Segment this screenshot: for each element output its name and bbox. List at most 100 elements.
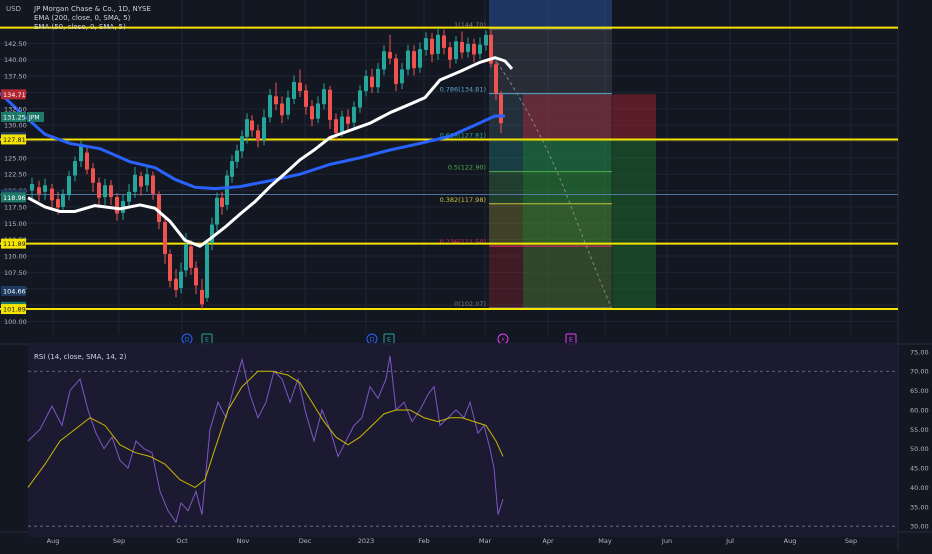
candle-body (499, 94, 503, 124)
price-badge-bg (1, 89, 26, 100)
candle-body (56, 199, 60, 208)
candle-body (460, 42, 464, 53)
time-tick-label: Feb (418, 537, 430, 545)
candle-body (388, 51, 392, 59)
candle-body (30, 184, 34, 191)
candle-body (358, 90, 362, 108)
candle-body (200, 290, 204, 305)
candle-body (352, 106, 356, 123)
candle-body (168, 254, 172, 281)
price-badge-bg (1, 304, 26, 315)
candle-body (73, 161, 77, 176)
ema200-line (0, 91, 505, 191)
candle-body (262, 117, 266, 140)
rsi-legend[interactable]: RSI (14, close, SMA, 14, 2) (34, 353, 127, 361)
ema-lines (0, 56, 514, 248)
time-tick-label: Mar (479, 537, 492, 545)
candle-body (189, 246, 193, 268)
candle-body (394, 58, 398, 84)
price-tick-label: 110.00 (4, 252, 27, 260)
price-badge-value: 111.89 (3, 240, 26, 248)
price-badge: 127.81 (1, 134, 26, 145)
price-badge-bg (1, 134, 26, 145)
horizontal-levels[interactable] (0, 26, 898, 311)
rsi-line (27, 355, 504, 524)
price-badge: 104.66 (1, 285, 26, 296)
price-tick-label: 107.50 (4, 269, 27, 277)
candle-body (304, 90, 308, 107)
price-badge-bg (1, 111, 26, 122)
rsi-sma-line (27, 370, 504, 489)
price-tick-label: 132.50 (4, 105, 27, 113)
price-tick-label: 117.50 (4, 203, 27, 211)
candle-body (454, 41, 458, 60)
time-tick-label: Sep (845, 537, 857, 545)
candle-body (484, 34, 488, 46)
candle-body (436, 34, 440, 54)
rsi-tick-label: 70.00 (910, 368, 929, 376)
price-badge-value: 127.81 (3, 136, 26, 144)
candle-body (245, 119, 249, 137)
candle-body (346, 116, 350, 124)
rsi-band-fill (28, 343, 898, 537)
chart-legend: USD JP Morgan Chase & Co., 1D, NYSE EMA … (6, 5, 151, 32)
rsi-tick-label: 50.00 (910, 445, 929, 453)
candle-body (466, 43, 470, 52)
candle-body (184, 244, 188, 271)
symbol-tag: JPM (28, 114, 40, 121)
symbol-title[interactable]: JP Morgan Chase & Co., 1D, NYSE (34, 5, 151, 13)
fib-zone (489, 93, 612, 140)
candle-body (292, 81, 296, 99)
ema50-line (27, 56, 514, 248)
candle-body (67, 176, 71, 196)
candle-body (472, 43, 476, 55)
candle-body (316, 103, 320, 119)
candle-body (157, 194, 161, 222)
price-tick-label: 140.00 (4, 56, 27, 64)
symbol-tag-bg (27, 111, 44, 122)
fibonacci-retracement[interactable]: 1(144.70) 0.786(134.81) 0.618(127.81) 0.5(1… (440, 0, 656, 310)
fib-zone (489, 246, 612, 308)
time-tick-label: Oct (176, 537, 188, 545)
marker-label: E (205, 336, 209, 344)
candle-body (418, 49, 422, 68)
time-tick-label: Aug (784, 537, 797, 545)
candle-body (179, 271, 183, 289)
rsi-tick-label: 75.00 (910, 348, 929, 356)
candle-body (115, 197, 119, 214)
candle-body (478, 44, 482, 54)
candle-body (430, 38, 434, 55)
candle-body (50, 188, 54, 201)
fib-level-label: 1(144.70) (454, 21, 486, 29)
event-markers[interactable]: D E D E ⚡ E (181, 333, 577, 345)
time-tick-label: Jun (661, 537, 672, 545)
candle-body (424, 38, 428, 50)
price-badge-value: 131.25 (3, 113, 26, 121)
ema200-legend[interactable]: EMA (200, close, 0, SMA, 5) (34, 14, 131, 22)
candle-body (274, 96, 278, 105)
candle-body (61, 193, 65, 207)
ema50-legend[interactable]: EMA (50, close, 0, SMA, 5) (34, 23, 126, 31)
candle-body (494, 64, 498, 94)
currency-label: USD (6, 5, 21, 13)
projection-path (496, 62, 613, 310)
marker-label: E (569, 336, 573, 344)
candle-body (43, 185, 47, 192)
price-badge: 101.89 (1, 304, 26, 315)
time-tick-label: Sep (113, 537, 125, 545)
candle-body (442, 35, 446, 48)
rsi-tick-label: 65.00 (910, 387, 929, 395)
marker-label: ⚡ (501, 336, 506, 344)
price-badge-bg (1, 238, 26, 249)
price-badge: 134.71 (1, 89, 26, 100)
candle-body (328, 89, 332, 120)
price-badge-value: 101.89 (3, 306, 26, 314)
candle-body (205, 244, 209, 298)
fib-zone (489, 203, 612, 247)
candle-body (406, 50, 410, 70)
rsi-tick-label: 30.00 (910, 523, 929, 531)
candle-body (382, 51, 386, 70)
target-zone-box (523, 139, 656, 310)
